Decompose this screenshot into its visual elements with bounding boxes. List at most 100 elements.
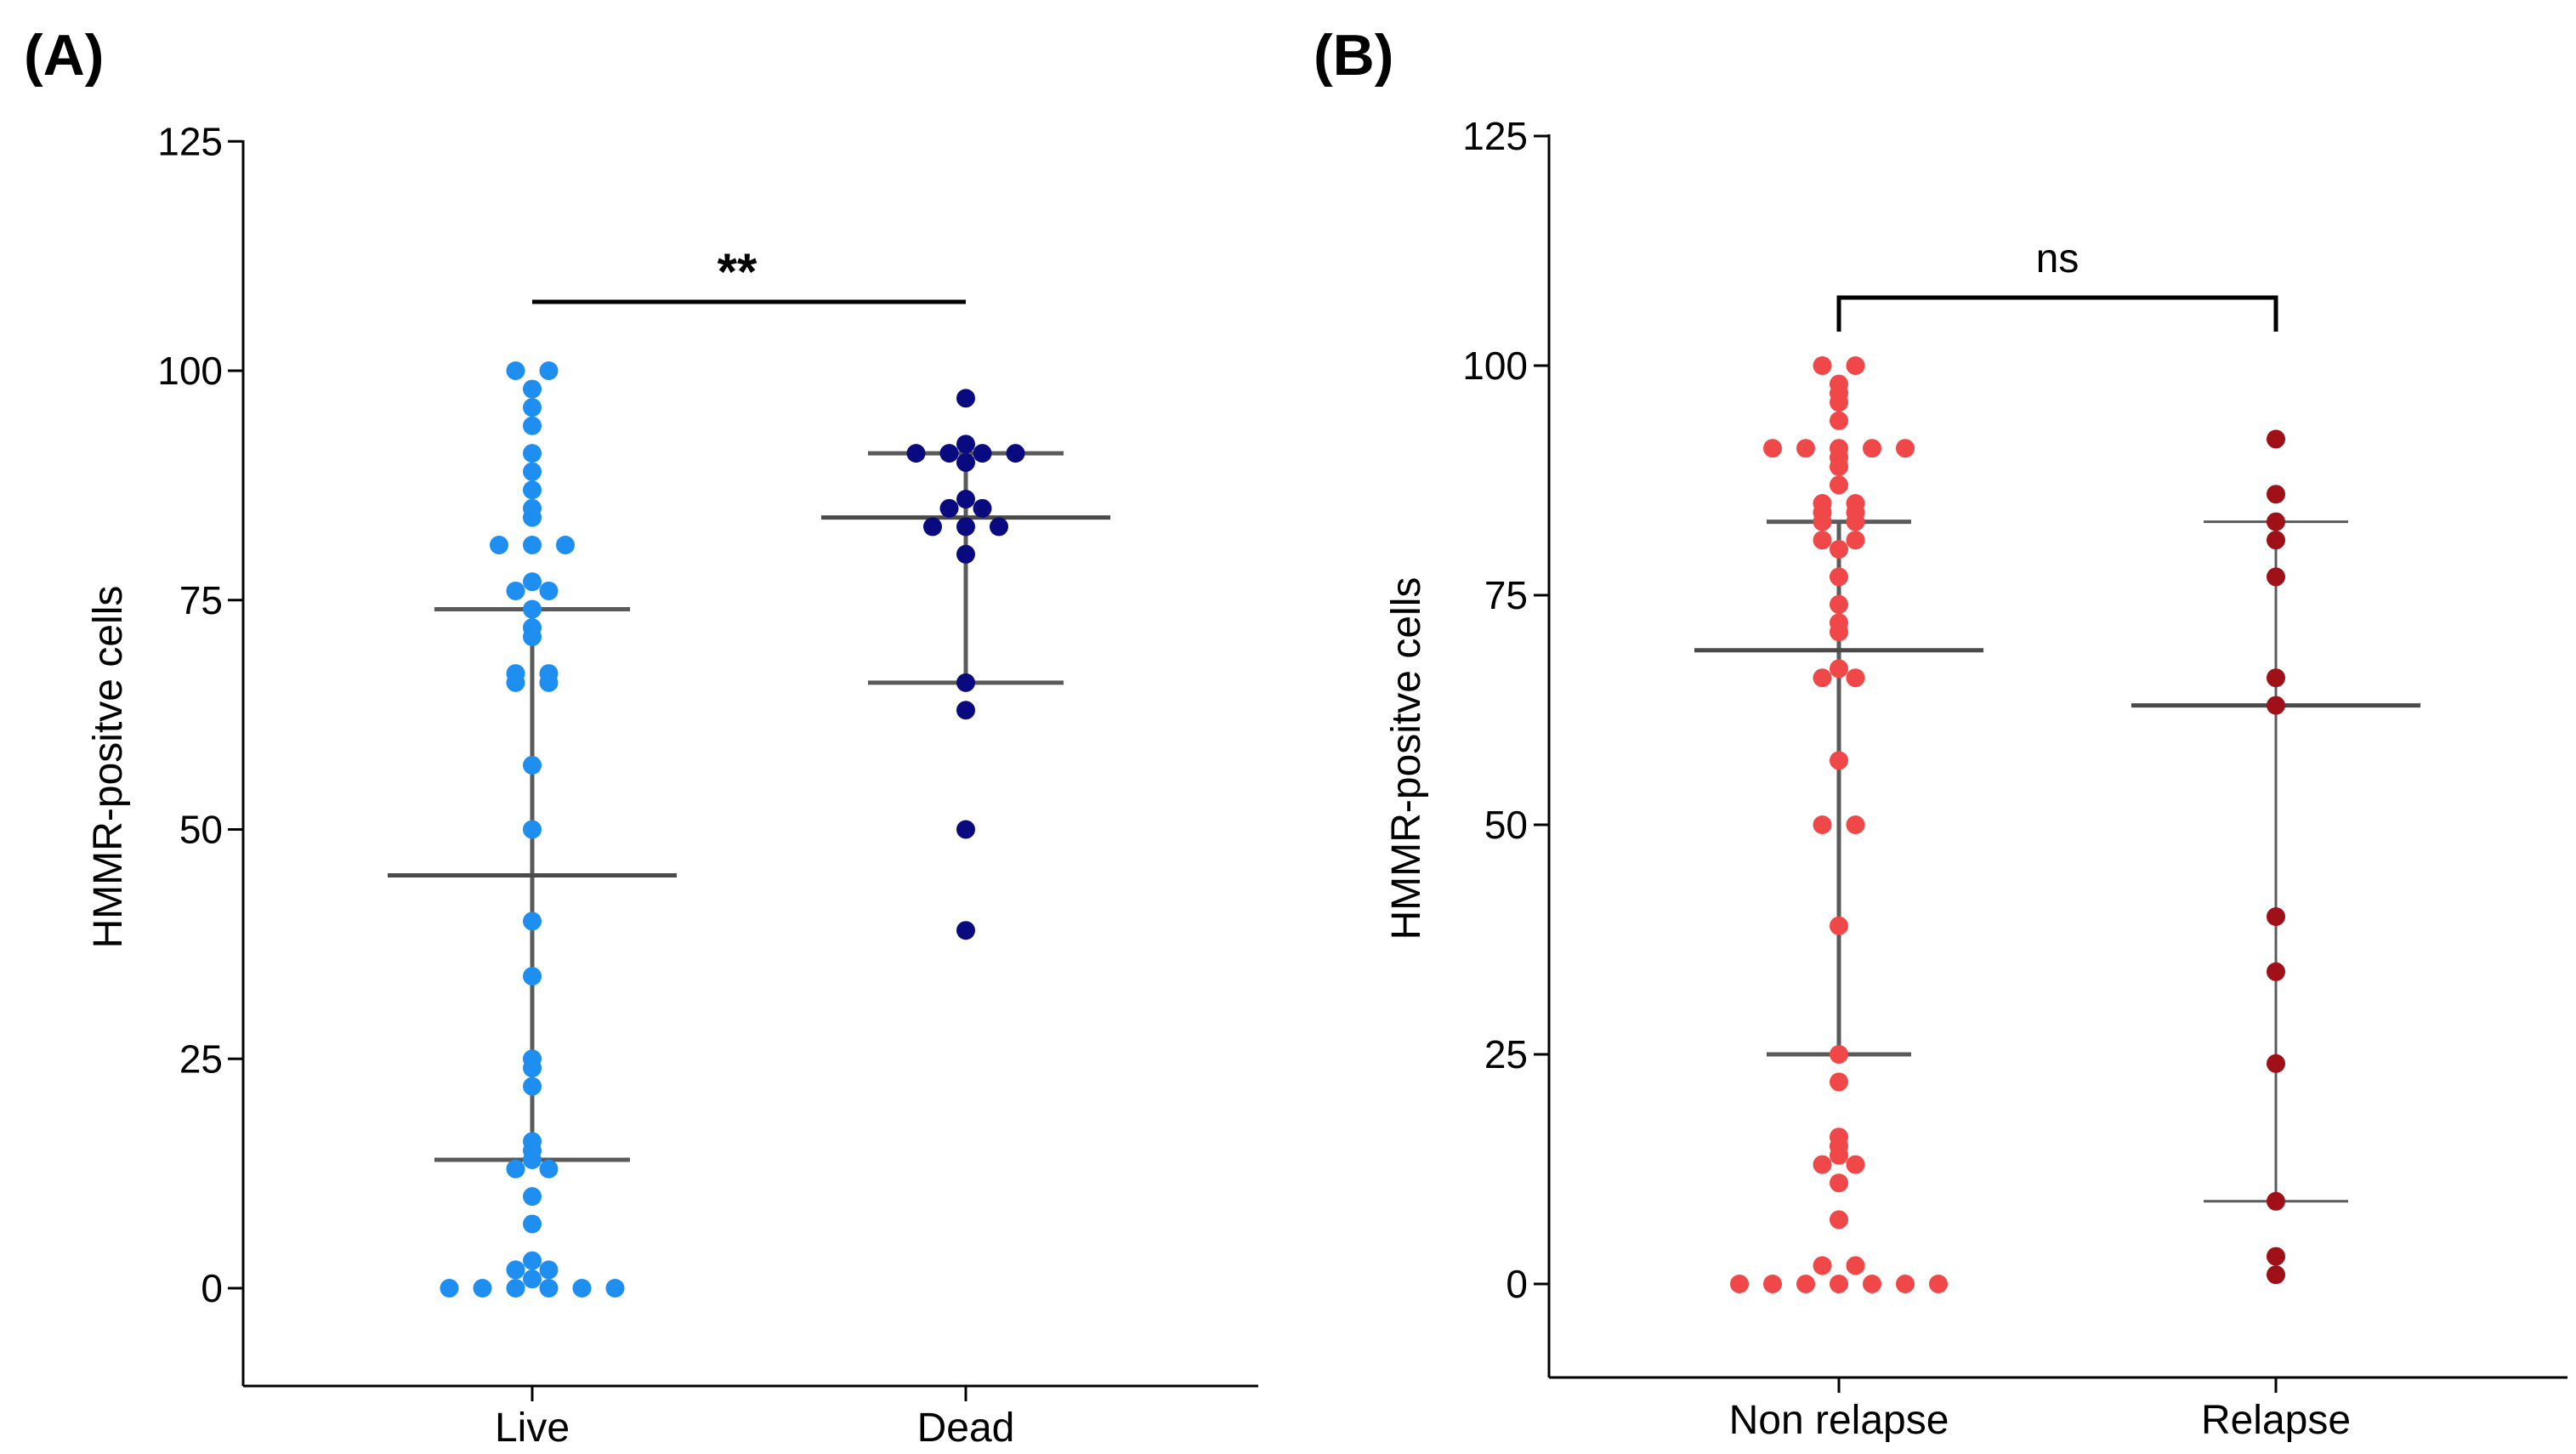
data-point [523,398,542,417]
panel-b-y-axis-title: HMMR-positve cells [1384,577,1429,940]
data-point [539,1159,559,1179]
y-tick-label: 125 [157,119,223,163]
data-point [1929,1275,1948,1293]
data-point [506,1279,525,1298]
data-point [1813,1155,1832,1174]
data-point [956,820,975,839]
data-point [1796,1275,1815,1293]
data-point [2267,1265,2285,1285]
panel-b-significance: ns [1836,236,2278,332]
data-point [1830,411,1848,430]
data-point [2267,567,2285,587]
data-point [523,820,542,839]
y-tick-label: 75 [179,578,223,622]
data-point [2267,962,2285,981]
data-point [605,1279,625,1298]
data-point [1830,1275,1848,1293]
data-point [923,517,942,537]
data-point [990,517,1008,537]
data-point [473,1279,492,1298]
data-point [956,434,975,454]
x-category-label: Relapse [2201,1398,2351,1443]
data-point [490,536,508,555]
data-point [523,912,542,931]
x-category-label: Dead [917,1406,1015,1451]
data-point [523,444,542,463]
data-point [523,480,542,500]
panel-a-y-ticks: 0 25 50 75 100 125 [157,119,243,1310]
data-point [956,673,975,692]
data-point [956,701,975,720]
data-point [973,444,992,463]
data-point [1896,1275,1915,1293]
data-point [2267,668,2285,688]
y-tick-label: 0 [1506,1262,1528,1306]
panel-a-category-labels: Live Dead [495,1386,1014,1451]
data-point [523,1269,542,1289]
data-point [973,498,992,518]
data-point [2267,696,2285,715]
data-point [2267,485,2285,504]
data-point [2267,531,2285,550]
y-tick-label: 25 [1484,1032,1528,1076]
panel-a-significance: ** [532,243,966,304]
data-point [1830,622,1848,642]
data-point [506,581,525,600]
data-point [523,967,542,986]
data-point [1006,444,1025,463]
data-point [523,1076,542,1096]
data-point [1813,1256,1832,1275]
data-point [956,389,975,408]
data-point [1830,1210,1848,1230]
data-point [956,490,975,509]
data-point [1896,439,1915,458]
data-point [1846,531,1865,550]
data-point [1813,815,1832,834]
y-tick-label: 100 [157,349,223,393]
data-point [523,1059,542,1078]
data-point [572,1279,592,1298]
y-tick-label: 125 [1462,114,1528,158]
data-point [523,416,542,435]
data-point [1813,668,1832,688]
data-point [1863,1275,1881,1293]
y-tick-label: 50 [179,808,223,852]
significance-label: ns [2036,236,2080,281]
data-point [1846,1256,1865,1275]
panel-b-y-ticks: 0 25 50 75 100 125 [1462,114,1549,1306]
data-point [1846,356,1865,375]
significance-bracket [1836,295,2278,332]
data-point [1830,475,1848,495]
panel-a-data-points [440,361,1025,1298]
data-point [1846,512,1865,531]
data-point [506,1260,525,1280]
data-point [523,599,542,619]
data-point [440,1279,459,1298]
y-tick-label: 25 [179,1037,223,1081]
data-point [1796,439,1815,458]
data-point [1730,1275,1749,1293]
y-tick-label: 50 [1484,803,1528,847]
data-point [939,498,959,518]
panel-a-axes [241,140,1258,1388]
panel-b-category-labels: Non relapse Relapse [1729,1377,2351,1443]
data-point [2267,512,2285,531]
data-point [523,1214,542,1234]
data-point [539,581,559,600]
data-point [506,1159,525,1179]
data-point [1830,457,1848,476]
data-point [2267,429,2285,449]
data-point [956,452,975,472]
data-point [523,572,542,592]
data-point [1830,1173,1848,1193]
data-point [906,444,926,463]
panel-a-y-axis-title: HMMR-positve cells [86,586,131,949]
data-point [1813,512,1832,531]
data-point [539,1260,559,1280]
panel-b-data-points [1730,356,2285,1293]
significance-label: ** [718,243,757,300]
panel-a-label: (A) [24,23,104,88]
